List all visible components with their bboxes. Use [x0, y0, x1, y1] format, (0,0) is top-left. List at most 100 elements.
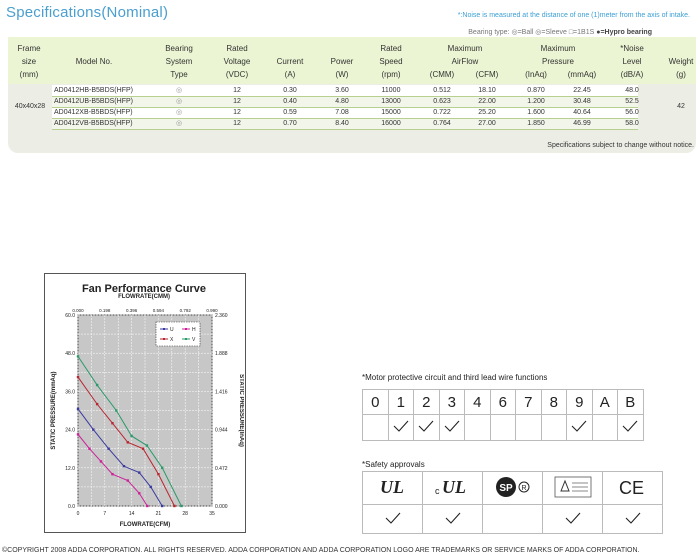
x-tick-label: 21: [156, 511, 162, 517]
cell-speed: 16000: [381, 120, 401, 127]
approval-logo-cell: [542, 471, 603, 505]
data-point: [161, 504, 164, 508]
function-code: B: [617, 389, 644, 415]
x-axis-label: FLOWRATE(CFM): [120, 522, 171, 528]
function-code: 1: [387, 389, 414, 415]
data-point: [88, 447, 91, 450]
data-point: [76, 355, 80, 358]
check-icon: [445, 512, 460, 524]
row-divider: [52, 96, 638, 97]
cell-bearing: ◎: [175, 109, 183, 116]
y-tick-label: 12.0: [65, 466, 75, 472]
cell-power: 8.40: [335, 120, 349, 127]
cell-inaq: 0.870: [527, 87, 545, 94]
legend-marker: [185, 328, 187, 330]
cell-power: 3.60: [335, 87, 349, 94]
cell-mmaq: 30.48: [573, 98, 591, 105]
cell-current: 0.40: [283, 98, 297, 105]
cell-noise: 48.0: [625, 87, 639, 94]
data-point: [126, 479, 129, 482]
cell-mmaq: 22.45: [573, 87, 591, 94]
function-check-cell: [387, 414, 414, 441]
legend-label: X: [170, 337, 174, 343]
cell-bearing: ◎: [175, 87, 183, 94]
cell-model: AD0412VB-B5BDS(HFP): [54, 120, 133, 127]
cell-cmm: 0.623: [433, 98, 451, 105]
cell-inaq: 1.600: [527, 109, 545, 116]
data-point: [76, 407, 80, 411]
cell-inaq: 1.850: [527, 120, 545, 127]
row-bg: [52, 96, 638, 107]
check-icon: [418, 420, 434, 432]
approval-check-cell: [602, 504, 663, 534]
function-check-cell: [591, 414, 618, 441]
approval-logo-cell: UL: [362, 471, 423, 505]
function-check-cell: [464, 414, 491, 441]
svg-text:SP: SP: [499, 483, 513, 494]
check-icon: [393, 420, 409, 432]
row-divider: [52, 129, 638, 130]
y-right-tick-label: 1.888: [215, 351, 228, 357]
cell-noise: 56.0: [625, 109, 639, 116]
ce-logo-icon: CE: [616, 478, 650, 501]
data-point: [76, 375, 80, 379]
y-right-axis-label: STATIC PRESSURE(InAq): [238, 374, 244, 447]
bearing-legend: Bearing type: ◎=Ball ◎=Sleeve □=1B1S ●=H…: [468, 28, 652, 36]
x-tick-label: 28: [182, 511, 188, 517]
cell-current: 0.70: [283, 120, 297, 127]
svg-text:CE: CE: [619, 478, 644, 498]
cell-cfm: 25.20: [478, 109, 496, 116]
cell-current: 0.30: [283, 87, 297, 94]
cell-cfm: 22.00: [478, 98, 496, 105]
x-tick-label: 14: [129, 511, 135, 517]
function-code: 2: [413, 389, 440, 415]
hdr-rated-speed: Rated Speed (rpm): [379, 44, 403, 79]
cell-current: 0.59: [283, 109, 297, 116]
legend-label: V: [192, 337, 196, 343]
cell-voltage: 12: [233, 98, 241, 105]
function-check-cell: [362, 414, 389, 441]
spec-table-header-band: [8, 37, 696, 84]
cul-logo-icon: c UL: [433, 477, 473, 500]
x-tick-label: 35: [209, 511, 215, 517]
data-point: [161, 466, 164, 469]
hdr-cfm: (CFM): [475, 70, 499, 79]
cell-cfm: 18.10: [478, 87, 496, 94]
hdr-weight: Weight (g): [668, 57, 694, 79]
check-icon: [622, 420, 638, 432]
legend-box: [155, 321, 201, 347]
function-check-cell: [566, 414, 593, 441]
bearing-legend-hypro: ●=Hypro bearing: [596, 29, 652, 36]
function-check-cell: [540, 414, 567, 441]
hdr-bearing: Bearing System Type: [165, 44, 193, 79]
data-point: [107, 447, 110, 450]
cell-cmm: 0.722: [433, 109, 451, 116]
bearing-legend-body: ◎=Ball ◎=Sleeve □=1B1S: [511, 29, 595, 36]
safety-approvals-label: *Safety approvals: [362, 460, 425, 469]
data-point: [122, 465, 126, 468]
data-point: [115, 409, 118, 412]
y-tick-label: 0.0: [68, 504, 75, 510]
row-bg: [52, 85, 638, 96]
data-point: [95, 402, 99, 406]
approval-check-cell: [482, 504, 543, 534]
approval-logo-cell: SP R: [482, 471, 543, 505]
hdr-inaq: (InAq): [525, 70, 547, 79]
y-tick-label: 36.0: [65, 389, 75, 395]
svg-text:UL: UL: [380, 477, 404, 497]
y-tick-label: 24.0: [65, 428, 75, 434]
cell-cmm: 0.512: [433, 87, 451, 94]
data-point: [99, 460, 103, 463]
function-code: 0: [362, 389, 389, 415]
row-divider: [52, 118, 638, 119]
y-right-tick-label: 2.360: [215, 313, 228, 319]
approval-logo-cell: CE: [602, 471, 663, 505]
hdr-model-no: Model No.: [75, 57, 113, 66]
check-icon: [444, 420, 460, 432]
hdr-frame-size: Frame size (mm): [17, 44, 41, 79]
y-tick-label: 48.0: [65, 351, 75, 357]
frame-size-value: 40x40x28: [14, 103, 46, 110]
noise-note: *:Noise is measured at the distance of o…: [457, 12, 690, 19]
data-point: [180, 504, 183, 508]
x-top-tick-label: 0.792: [180, 308, 192, 313]
